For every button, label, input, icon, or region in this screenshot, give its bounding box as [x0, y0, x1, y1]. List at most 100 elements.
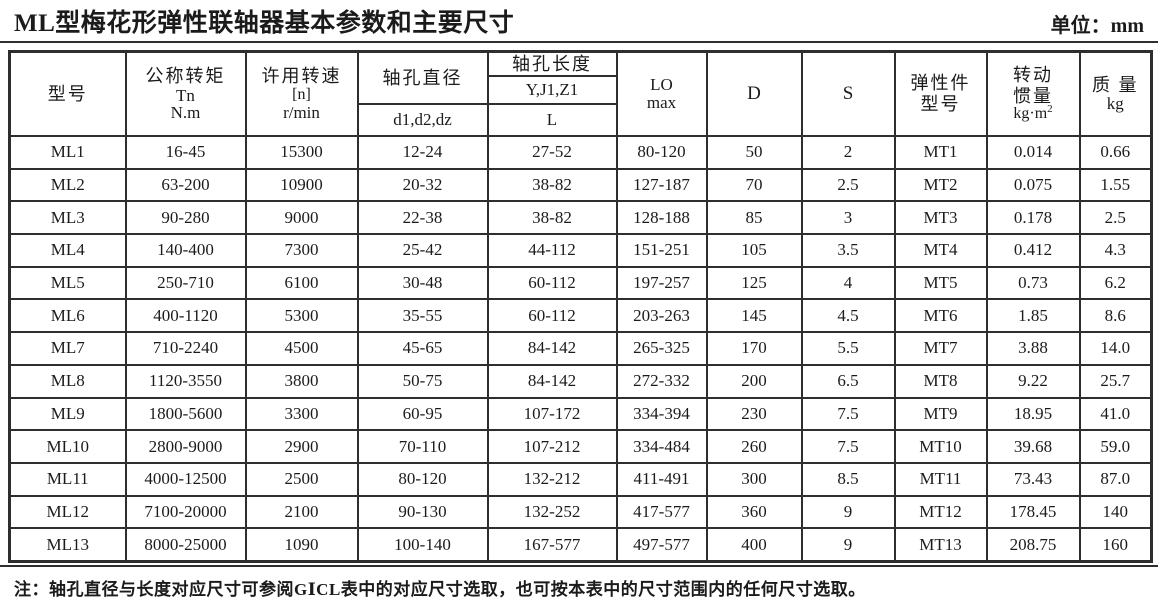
table-cell: 2100: [244, 494, 359, 530]
table-cell: 230: [705, 396, 803, 432]
table-cell: 1.55: [1078, 167, 1153, 203]
table-cell: 151-251: [615, 233, 708, 268]
table-cell: 41.0: [1078, 396, 1153, 432]
table-cell: 4500: [244, 331, 359, 366]
header-row-3: d1,d2,dz L: [10, 103, 1152, 137]
inertia-unit-base: kg·m: [1013, 105, 1048, 123]
col-header-lo-max: LO max: [615, 50, 708, 137]
table-cell: ML6: [8, 298, 127, 334]
table-row: ML13 8000-25000 1090 100-140 167-577 497-577 4…: [8, 527, 1153, 563]
table-cell: 1120-3550: [124, 363, 247, 399]
col-header-elastic-model: 弹性件 型号: [893, 50, 988, 137]
table-cell: 2: [800, 135, 896, 170]
table-cell: 50: [705, 135, 803, 170]
header-row-1: 型号 公称转矩 Tn N.m 许用转速 [n] r/min 轴孔直径 轴孔长度 …: [8, 50, 1153, 137]
table-cell: 9000: [244, 200, 359, 236]
table-cell: 127-187: [615, 167, 708, 203]
col-header-d: D: [705, 50, 803, 137]
table-cell: 30-48: [356, 265, 489, 301]
title-bar: ML型梅花形弹性联轴器基本参数和主要尺寸 单位：mm: [0, 0, 1158, 43]
table-row: ML3 90-280 9000 22-38 38-82 128-188 85 3 MT3 0.17…: [8, 200, 1153, 236]
table-cell: 27-52: [486, 135, 618, 170]
table-cell: 10900: [244, 167, 359, 203]
table-row: ML9 1800-5600 3300 60-95 107-172 334-394 230 7.…: [8, 396, 1153, 432]
table-cell: 203-263: [615, 298, 708, 334]
table-cell: 0.412: [985, 233, 1081, 268]
table-cell: 167-577: [486, 527, 618, 563]
table-cell: 128-188: [615, 200, 708, 236]
table-cell: 0.014: [985, 135, 1081, 170]
table-cell: 6.2: [1078, 265, 1153, 301]
inertia-line1: 转动: [1013, 64, 1053, 85]
table-cell: 2800-9000: [124, 429, 247, 464]
table-cell: 107-172: [486, 396, 618, 432]
table-cell: 84-142: [486, 363, 618, 399]
table-cell: MT10: [893, 429, 988, 464]
elastic-line2: 型号: [920, 94, 961, 114]
table-cell: 132-212: [486, 461, 618, 497]
speed-unit: r/min: [283, 102, 320, 122]
table-cell: 84-142: [486, 331, 618, 366]
speed-symbol: [n]: [292, 86, 311, 104]
table-cell: 73.43: [985, 461, 1081, 497]
table-cell: 20-32: [356, 167, 489, 203]
table-row: ML12 7100-20000 2100 90-130 132-252 417-577 36…: [8, 494, 1153, 530]
table-cell: ML13: [8, 527, 127, 563]
table-cell: 178.45: [985, 494, 1081, 530]
footnote: 注：轴孔直径与长度对应尺寸可参阅GⅠCL表中的对应尺寸选取，也可按本表中的尺寸范…: [14, 579, 866, 599]
table-cell: 170: [705, 331, 803, 366]
table-cell: ML10: [8, 429, 127, 464]
mass-unit: kg: [1106, 94, 1124, 114]
subheader-bore-length-l: L: [486, 103, 618, 137]
table-cell: 9: [800, 494, 896, 530]
table-cell: 160: [1078, 527, 1153, 563]
table-row: ML4 140-400 7300 25-42 44-112 151-251 105 3.5 MT…: [8, 233, 1153, 268]
table-cell: 1800-5600: [124, 396, 247, 432]
table-row: ML11 4000-12500 2500 80-120 132-212 411-491 30…: [8, 461, 1153, 497]
col-header-mass: 质 量 kg: [1078, 50, 1153, 137]
table-cell: 85: [705, 200, 803, 236]
table-cell: ML3: [8, 200, 127, 236]
table-cell: 4000-12500: [124, 461, 247, 497]
table-cell: 2.5: [1078, 200, 1153, 236]
torque-title: 公称转矩: [145, 65, 226, 86]
table-cell: 59.0: [1078, 429, 1153, 464]
table-cell: 100-140: [356, 527, 489, 563]
table-cell: 15300: [244, 135, 359, 170]
table-cell: MT2: [893, 167, 988, 203]
table-cell: 2.5: [800, 167, 896, 203]
speed-title: 许用转速: [261, 66, 342, 87]
table-cell: 22-38: [356, 200, 489, 236]
table-row: ML2 63-200 10900 20-32 38-82 127-187 70 2.5 MT2 0…: [8, 167, 1153, 203]
table-cell: 25.7: [1078, 363, 1153, 399]
table-cell: 300: [705, 461, 803, 497]
table-cell: 3: [800, 200, 896, 236]
table-cell: 3.5: [800, 233, 896, 268]
table-cell: 63-200: [124, 167, 247, 203]
table-cell: 3300: [244, 396, 359, 432]
table-cell: ML7: [8, 331, 127, 366]
table-row: ML6 400-1120 5300 35-55 60-112 203-263 145 4.5 M…: [8, 298, 1153, 334]
table-cell: 3.88: [985, 331, 1081, 366]
table-cell: ML5: [8, 265, 127, 301]
table-cell: ML2: [8, 167, 127, 203]
table-cell: MT7: [893, 331, 988, 366]
table-cell: MT3: [893, 200, 988, 236]
table-cell: MT11: [893, 461, 988, 497]
table-cell: 8.5: [800, 461, 896, 497]
elastic-line1: 弹性件: [910, 73, 971, 94]
table-cell: 44-112: [486, 233, 618, 268]
table-cell: 197-257: [615, 265, 708, 301]
header-row-2: Y,J1,Z1: [10, 75, 1152, 105]
table-cell: 334-394: [615, 396, 708, 432]
table-cell: 334-484: [615, 429, 708, 464]
table-cell: 125: [705, 265, 803, 301]
table-cell: MT9: [893, 396, 988, 432]
table-cell: MT1: [893, 135, 988, 170]
table-cell: 2900: [244, 429, 359, 464]
table-cell: 60-112: [486, 298, 618, 334]
subheader-bore-length-yj1z1: Y,J1,Z1: [486, 75, 618, 105]
table-row: ML5 250-710 6100 30-48 60-112 197-257 125 4 MT5 0…: [8, 265, 1153, 301]
table-cell: 60-95: [356, 396, 489, 432]
